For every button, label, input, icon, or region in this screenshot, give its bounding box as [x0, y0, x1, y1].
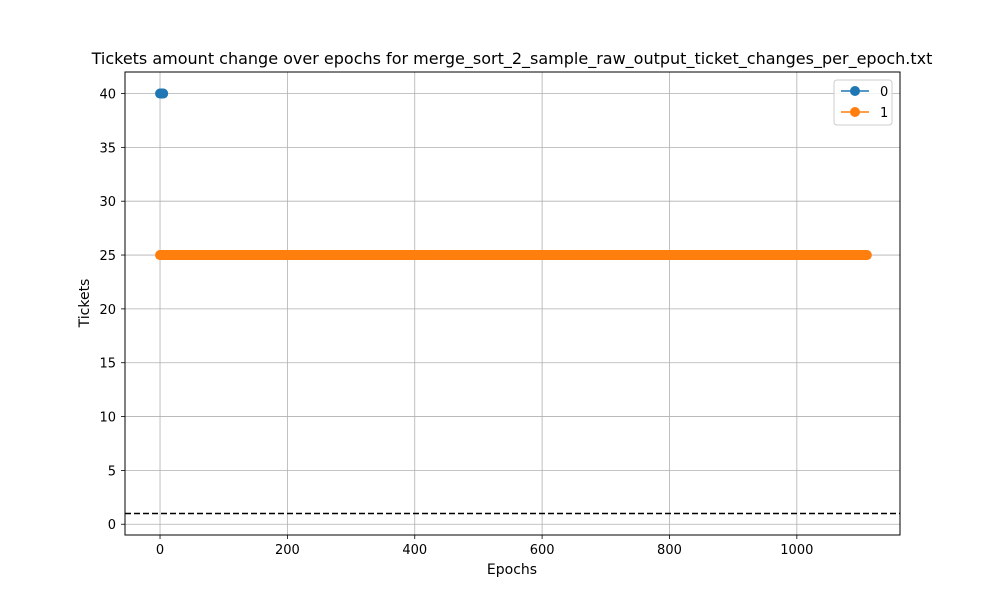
y-tick-label: 40 [99, 88, 116, 103]
y-tick-label: 5 [108, 464, 116, 479]
chart-title: Tickets amount change over epochs for me… [91, 49, 933, 69]
legend-label-series-1: 1 [880, 106, 888, 121]
legend[interactable]: 0 1 [833, 79, 893, 126]
data-point [158, 88, 169, 99]
legend-marker-series-1 [850, 107, 860, 117]
series-layer [155, 88, 872, 261]
series-0 [155, 88, 169, 99]
x-tick-label: 600 [530, 543, 555, 558]
x-tick-label: 800 [657, 543, 682, 558]
y-tick-label: 35 [99, 141, 116, 156]
grid [125, 72, 900, 535]
legend-marker-series-0 [850, 86, 860, 96]
y-tick-label: 10 [99, 411, 116, 426]
data-point [861, 250, 872, 261]
x-tick-label: 200 [275, 543, 300, 558]
y-axis-ticks: 0 5 10 15 20 25 30 35 40 [99, 88, 125, 533]
y-tick-label: 30 [99, 195, 116, 210]
legend-label-series-0: 0 [880, 85, 888, 100]
plot-frame [124, 71, 901, 536]
x-axis-label: Epochs [487, 562, 537, 578]
y-tick-label: 25 [99, 249, 116, 264]
y-tick-label: 0 [108, 518, 116, 533]
x-tick-label: 0 [156, 543, 164, 558]
series-1 [155, 250, 872, 261]
x-tick-label: 1000 [780, 543, 813, 558]
y-tick-label: 20 [99, 303, 116, 318]
y-tick-label: 15 [99, 357, 116, 372]
x-axis-ticks: 0 200 400 600 800 1000 [156, 535, 813, 558]
x-tick-label: 400 [402, 543, 427, 558]
y-axis-label: Tickets [77, 279, 93, 329]
